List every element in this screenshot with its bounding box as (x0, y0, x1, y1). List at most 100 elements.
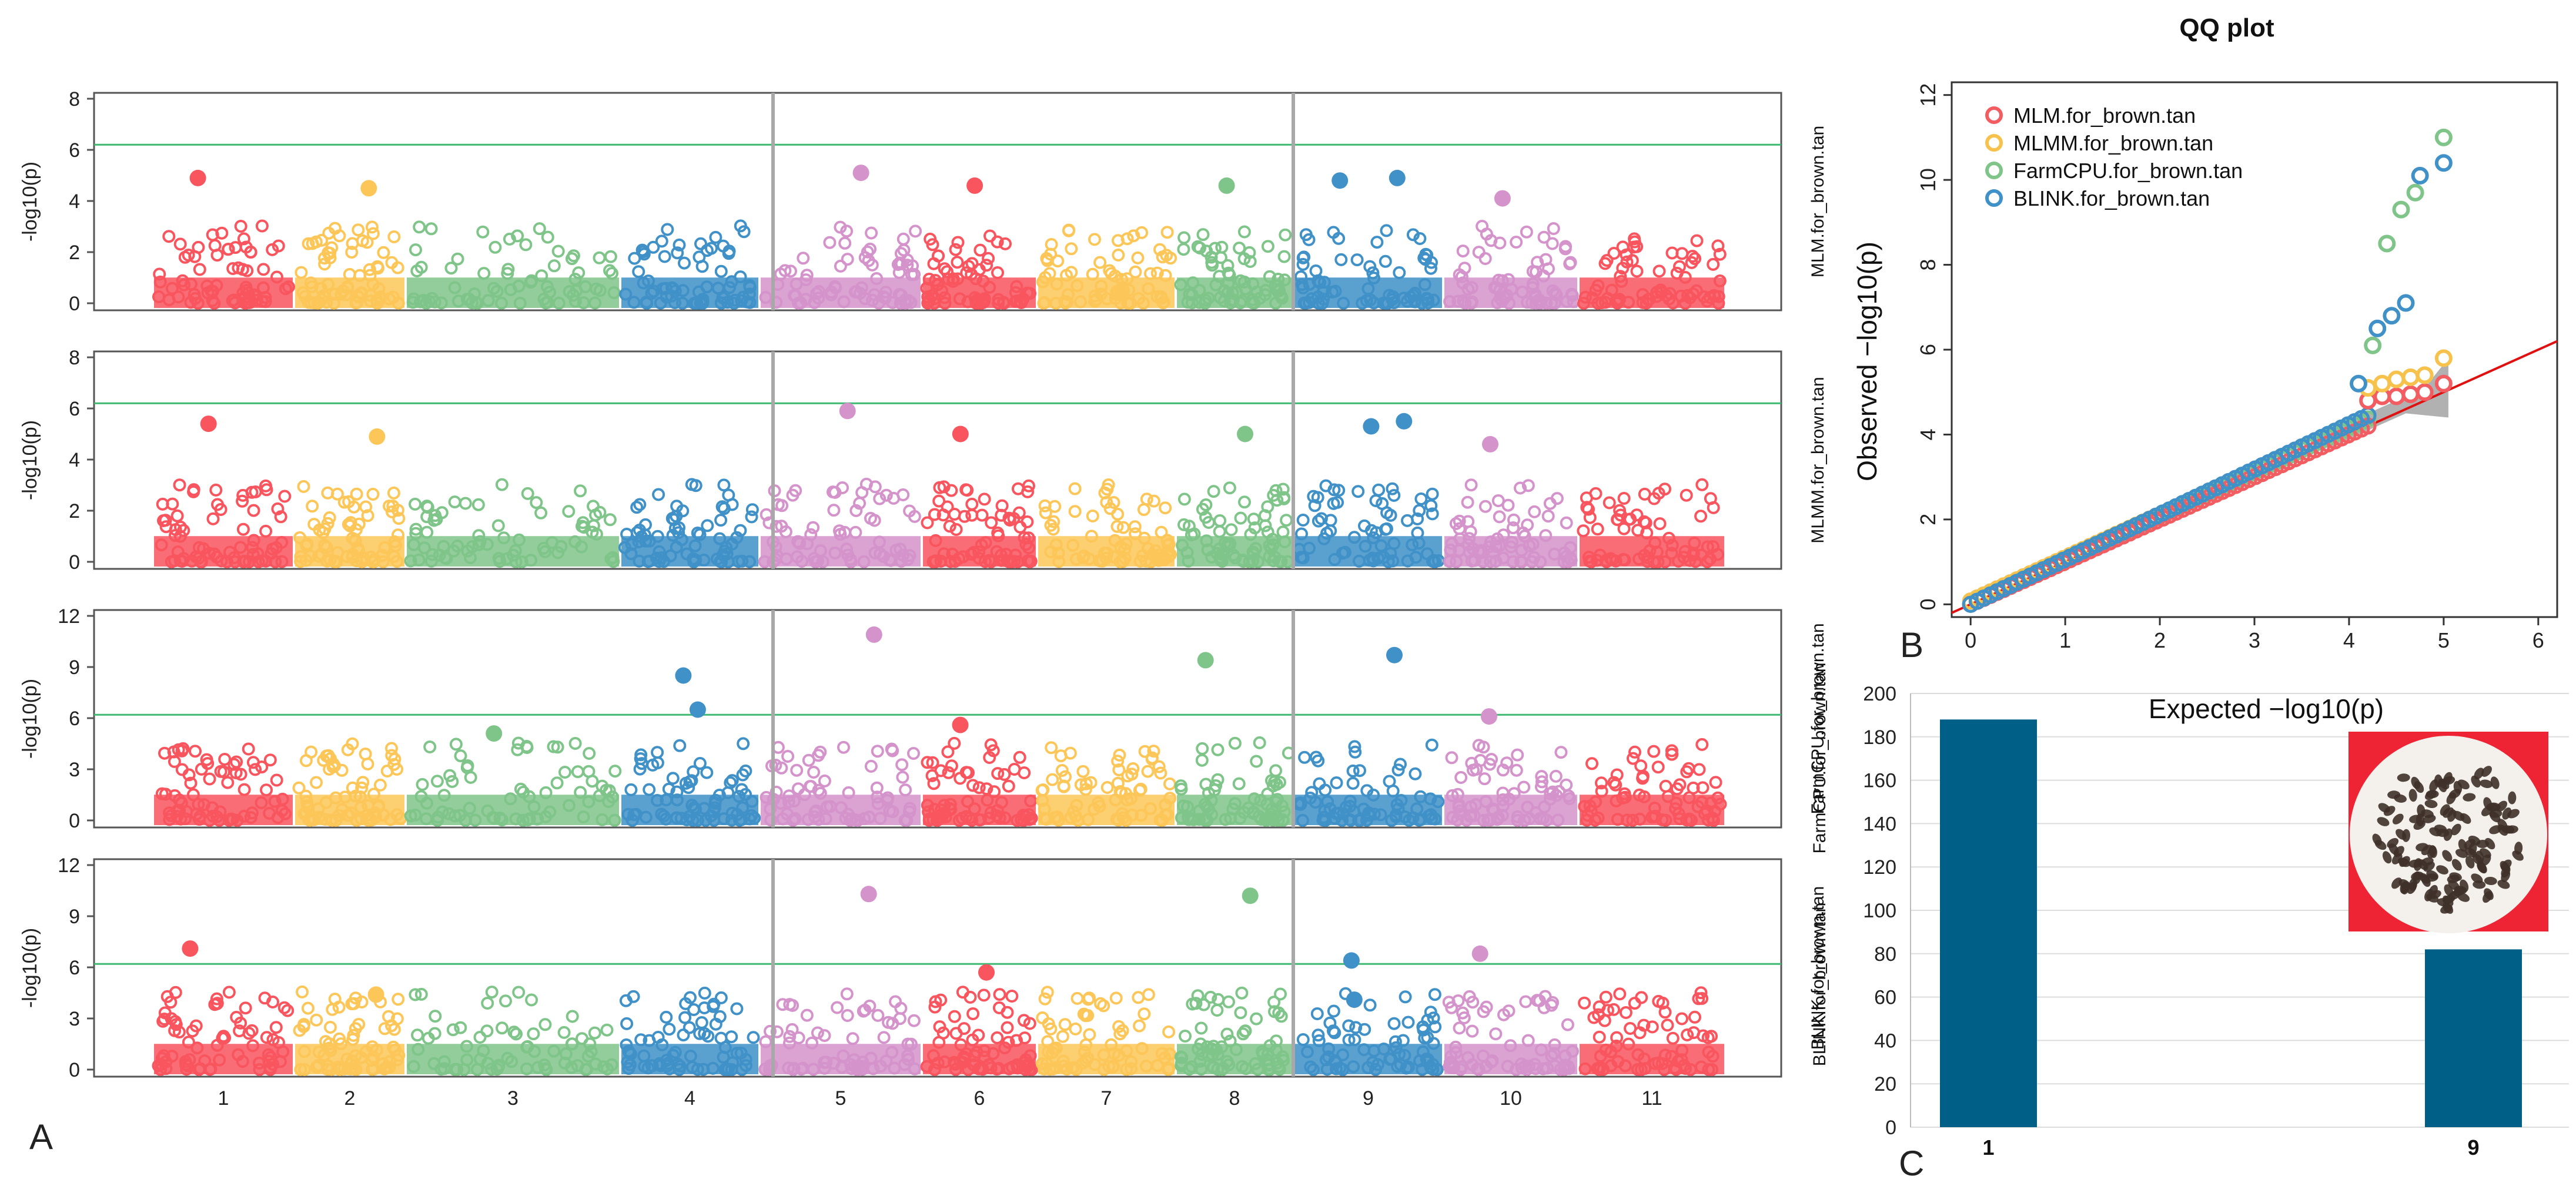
snp-band (1294, 1044, 1442, 1074)
snp-point (310, 776, 323, 789)
snp-point (1002, 779, 1015, 793)
snp-point (1363, 260, 1377, 273)
snp-point (1234, 511, 1247, 525)
snp-point (1442, 996, 1456, 1009)
snp-point (1607, 247, 1621, 260)
snp-band (1038, 1044, 1175, 1074)
snp-point (677, 1028, 690, 1042)
snp-point (1298, 750, 1312, 764)
snp-band (1444, 277, 1577, 308)
snp-point (862, 254, 875, 267)
snp-point (1477, 740, 1490, 754)
snp-point (954, 772, 967, 785)
peak-snp-point (1482, 435, 1498, 453)
snp-band (407, 795, 619, 825)
snp-point (925, 769, 939, 782)
snp-point (387, 486, 400, 500)
snp-point (1546, 996, 1560, 1009)
snp-point (891, 258, 905, 271)
snp-point (1063, 746, 1077, 760)
snp-band (407, 277, 619, 308)
manhattan-ytick-label: 2 (69, 242, 80, 264)
manhattan-ytick-label: 4 (69, 190, 80, 213)
snp-point (182, 768, 196, 782)
qq-tail-point (2416, 366, 2434, 384)
seed (2416, 843, 2429, 852)
snp-point (899, 783, 912, 797)
snp-point (1205, 250, 1218, 264)
snp-point (1110, 520, 1124, 533)
snp-point (1327, 1024, 1340, 1038)
snp-point (1585, 757, 1598, 770)
snp-point (1617, 492, 1631, 505)
snp-point (980, 782, 993, 796)
snp-point (1598, 257, 1612, 270)
snp-point (1059, 770, 1072, 783)
seed (2411, 776, 2421, 789)
snp-point (277, 1001, 291, 1014)
snp-point (222, 243, 235, 256)
snp-point (423, 740, 437, 753)
chromosome-label: 2 (344, 1087, 356, 1110)
chrom-5-points (760, 740, 921, 827)
snp-point (448, 495, 461, 509)
snp-point (1580, 501, 1594, 514)
snp-point (1268, 775, 1281, 789)
snp-point (1510, 763, 1523, 777)
snp-band (1580, 795, 1724, 825)
snp-point (323, 511, 336, 524)
snp-point (1196, 228, 1210, 242)
snp-point (1541, 510, 1555, 523)
snp-point (409, 522, 423, 536)
seed (2465, 856, 2475, 869)
snp-point (305, 745, 318, 759)
snp-point (245, 1024, 259, 1037)
seed (2451, 823, 2461, 836)
peak-snp-point (1481, 708, 1497, 725)
snp-point (165, 1012, 178, 1026)
snp-point (945, 759, 958, 773)
qq-ytick-label: 8 (1916, 259, 1940, 271)
qq-legend-label: MLM.for_brown.tan (2013, 103, 2196, 128)
snp-point (834, 259, 847, 273)
snp-point (941, 745, 955, 759)
snp-point (1221, 259, 1235, 272)
snp-point (1222, 995, 1235, 1008)
snp-point (1238, 495, 1251, 509)
snp-point (1680, 488, 1693, 502)
snp-point (503, 232, 516, 246)
snp-point (1141, 765, 1155, 778)
snp-point (633, 524, 646, 537)
snp-point (1510, 236, 1523, 249)
snp-point (1267, 996, 1281, 1009)
qq-y-label: Observed −log10(p) (1852, 242, 1882, 481)
snp-point (372, 262, 384, 275)
snp-point (495, 478, 508, 491)
snp-point (966, 779, 979, 792)
snp-point (734, 524, 747, 537)
snp-point (464, 770, 477, 784)
snp-point (660, 1010, 673, 1024)
snp-point (949, 523, 963, 536)
snp-point (1083, 1028, 1096, 1041)
qq-tail-point (2350, 374, 2368, 393)
snp-point (1713, 247, 1727, 261)
snp-point (921, 756, 934, 769)
snp-point (724, 776, 737, 789)
snp-point (1138, 1007, 1151, 1021)
snp-point (1160, 226, 1174, 239)
seed (2500, 861, 2510, 873)
manhattan-ytick-label: 0 (69, 810, 80, 832)
snp-point (1517, 780, 1531, 794)
snp-point (1457, 1011, 1471, 1024)
snp-point (562, 505, 576, 518)
peak-snp-point (369, 428, 386, 445)
snp-point (172, 1026, 186, 1039)
seed (2372, 833, 2382, 846)
snp-point (471, 498, 485, 511)
snp-point (797, 252, 810, 265)
snp-point (1018, 1031, 1032, 1045)
seed (2508, 791, 2517, 805)
snp-point (201, 757, 215, 770)
bar-ytick-label: 180 (1863, 726, 1896, 749)
